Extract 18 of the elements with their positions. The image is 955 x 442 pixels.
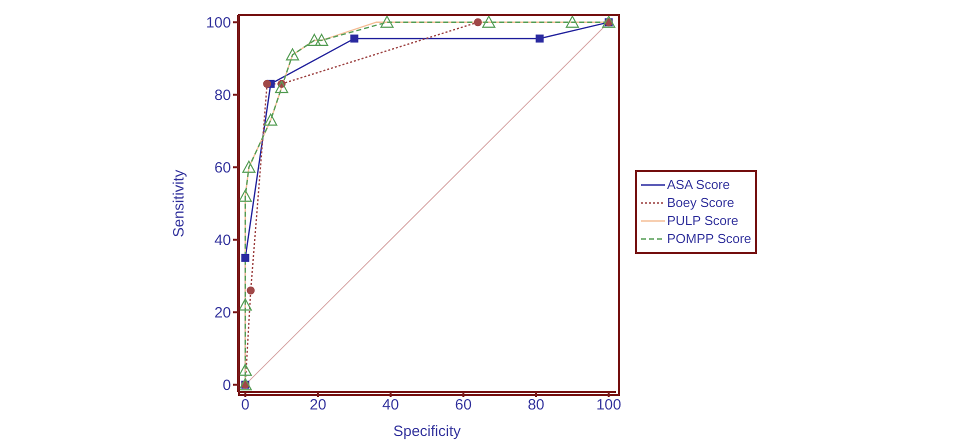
legend-label: Boey Score xyxy=(667,194,734,212)
x-axis-title: Specificity xyxy=(393,423,462,440)
y-tick-label: 40 xyxy=(214,232,231,250)
y-tick-label: 80 xyxy=(214,87,231,104)
y-axis-title: Sensitivity xyxy=(170,169,188,238)
x-tick-label: 60 xyxy=(455,396,472,414)
y-tick-label: 60 xyxy=(214,160,231,177)
x-tick-label: 100 xyxy=(596,396,622,414)
x-tick-label: 40 xyxy=(382,396,399,414)
y-tick-label: 20 xyxy=(214,304,231,322)
x-tick-label: 80 xyxy=(528,396,544,414)
x-tick-label: 20 xyxy=(310,396,326,414)
y-tick-label: 0 xyxy=(222,377,231,394)
legend-label: PULP Score xyxy=(667,212,738,230)
legend-label: POMPP Score xyxy=(667,230,752,248)
legend-label: ASA Score xyxy=(667,176,730,194)
x-tick-label: 0 xyxy=(241,396,250,414)
y-tick-label: 100 xyxy=(206,14,231,32)
